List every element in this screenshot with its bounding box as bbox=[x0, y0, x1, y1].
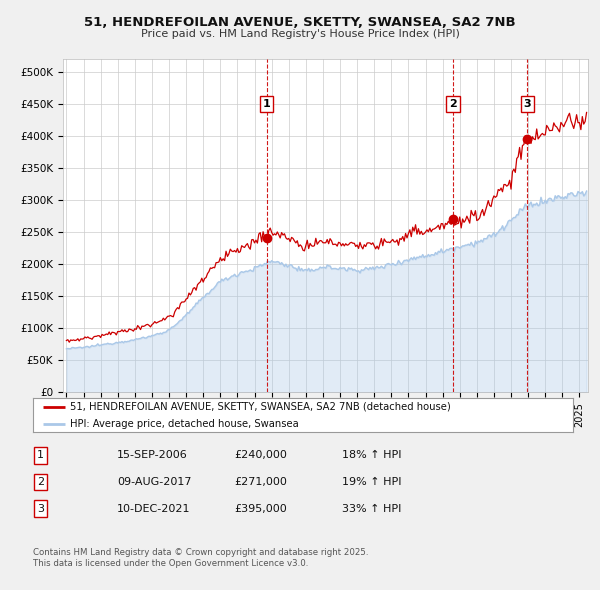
Text: HPI: Average price, detached house, Swansea: HPI: Average price, detached house, Swan… bbox=[70, 419, 298, 430]
Text: 33% ↑ HPI: 33% ↑ HPI bbox=[342, 504, 401, 513]
Text: 2: 2 bbox=[449, 99, 457, 109]
Text: 09-AUG-2017: 09-AUG-2017 bbox=[117, 477, 191, 487]
Text: 15-SEP-2006: 15-SEP-2006 bbox=[117, 451, 188, 460]
Text: 51, HENDREFOILAN AVENUE, SKETTY, SWANSEA, SA2 7NB: 51, HENDREFOILAN AVENUE, SKETTY, SWANSEA… bbox=[84, 16, 516, 29]
Text: Contains HM Land Registry data © Crown copyright and database right 2025.
This d: Contains HM Land Registry data © Crown c… bbox=[33, 548, 368, 568]
Text: £271,000: £271,000 bbox=[234, 477, 287, 487]
Text: 3: 3 bbox=[37, 504, 44, 513]
Text: 1: 1 bbox=[263, 99, 271, 109]
Text: 3: 3 bbox=[523, 99, 531, 109]
Text: 10-DEC-2021: 10-DEC-2021 bbox=[117, 504, 191, 513]
Text: 19% ↑ HPI: 19% ↑ HPI bbox=[342, 477, 401, 487]
Text: 18% ↑ HPI: 18% ↑ HPI bbox=[342, 451, 401, 460]
Text: 2: 2 bbox=[37, 477, 44, 487]
Text: 51, HENDREFOILAN AVENUE, SKETTY, SWANSEA, SA2 7NB (detached house): 51, HENDREFOILAN AVENUE, SKETTY, SWANSEA… bbox=[70, 402, 451, 412]
Text: £240,000: £240,000 bbox=[234, 451, 287, 460]
Text: 1: 1 bbox=[37, 451, 44, 460]
Text: Price paid vs. HM Land Registry's House Price Index (HPI): Price paid vs. HM Land Registry's House … bbox=[140, 29, 460, 38]
Text: £395,000: £395,000 bbox=[234, 504, 287, 513]
